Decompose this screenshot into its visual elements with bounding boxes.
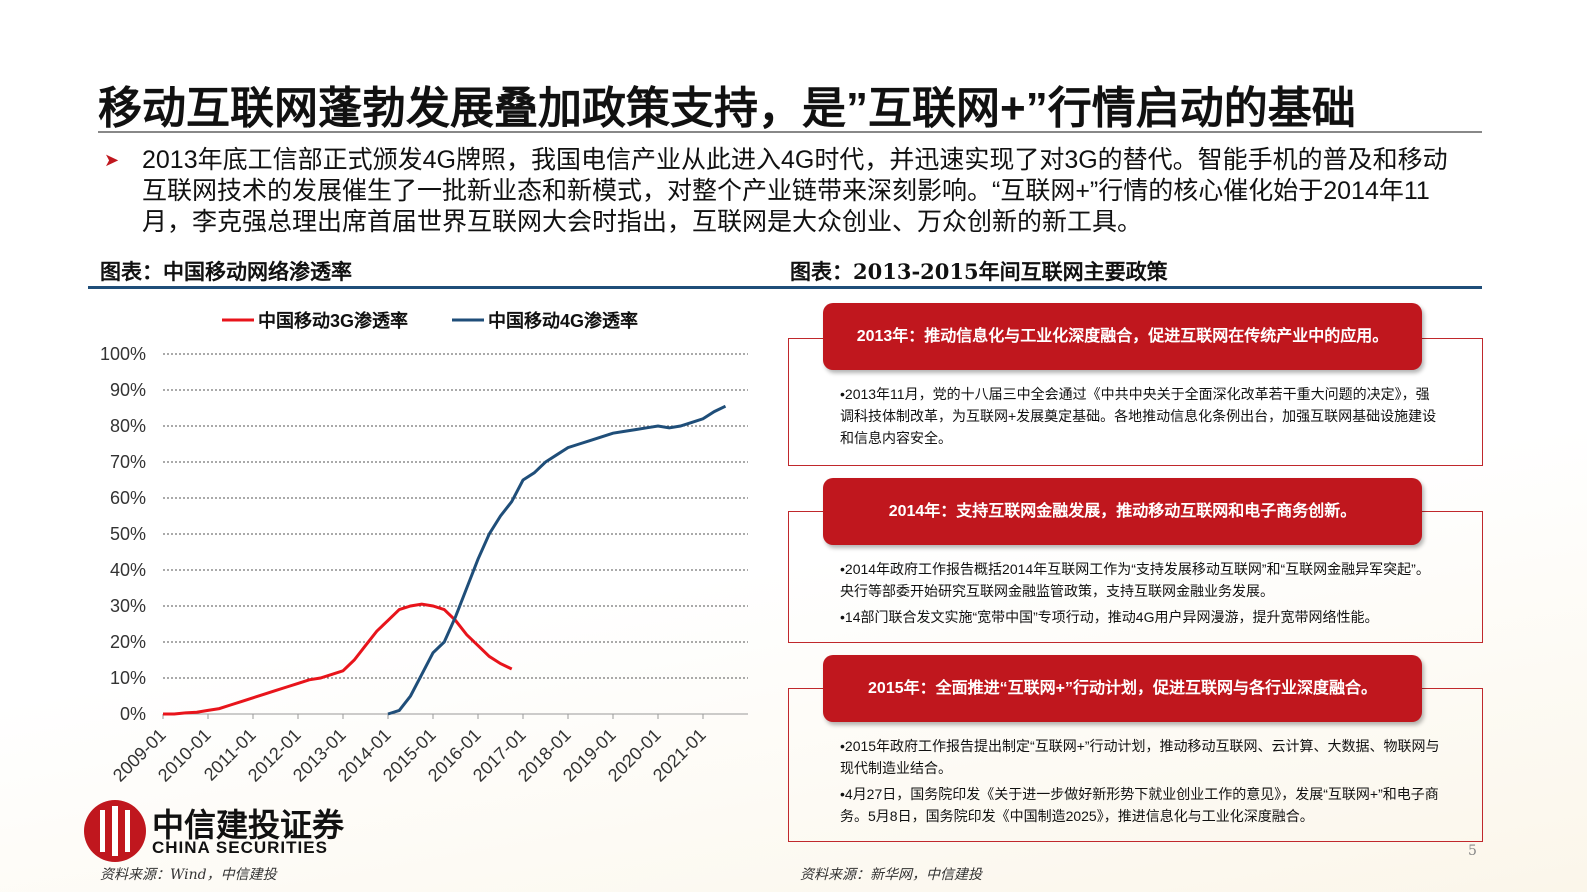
source: 资料来源：Wind，中信建投 xyxy=(100,867,277,883)
slide-title: 移动互联网蓬勃发展叠加政策支持，是”互联网+”行情启动的基础 xyxy=(98,84,1356,133)
bullet-icon: ➤ xyxy=(104,150,120,170)
rule xyxy=(98,131,1482,133)
rule xyxy=(88,286,1482,289)
caption: 图表：中国移动网络渗透率 xyxy=(100,259,352,284)
y-tick-label: 90% xyxy=(110,380,146,400)
policy-items: •2014年政府工作报告概括2014年互联网工作为“支持发展移动互联网”和“互联… xyxy=(840,558,1440,632)
source: 资料来源：新华网，中信建投 xyxy=(800,867,982,883)
policy-item: •2015年政府工作报告提出制定“互联网+”行动计划，推动移动互联网、云计算、大… xyxy=(840,738,1440,776)
logo-name-en: CHINA SECURITIES xyxy=(152,838,328,857)
policy-items: •2013年11月，党的十八届三中全会通过《中共中央关于全面深化改革若干重大问题… xyxy=(840,383,1440,453)
policy-item: •14部门联合发文实施“宽带中国”专项行动，推动4G用户异网漫游，提升宽带网络性… xyxy=(840,609,1379,625)
y-tick-label: 10% xyxy=(110,668,146,688)
policy-items: •2015年政府工作报告提出制定“互联网+”行动计划，推动移动互联网、云计算、大… xyxy=(840,735,1440,831)
y-tick-label: 70% xyxy=(110,452,146,472)
legend-label: 中国移动4G渗透率 xyxy=(488,310,638,331)
intro-text: 2013年底工信部正式颁发4G牌照，我国电信产业从此进入4G时代，并迅速实现了对… xyxy=(142,146,1448,236)
policy-title: 2014年：支持互联网金融发展，推动移动互联网和电子商务创新。 xyxy=(823,478,1422,545)
caption: 图表：2013-2015年间互联网主要政策 xyxy=(790,259,1168,284)
series-line xyxy=(387,404,727,716)
policy-item: •2014年政府工作报告概括2014年互联网工作为“支持发展移动互联网”和“互联… xyxy=(840,561,1430,599)
policy-title: 2015年：全面推进“互联网+”行动计划，促进互联网与各行业深度融合。 xyxy=(823,655,1422,722)
policy-item: •2013年11月，党的十八届三中全会通过《中共中央关于全面深化改革若干重大问题… xyxy=(840,386,1437,446)
y-tick-label: 20% xyxy=(110,632,146,652)
y-tick-label: 100% xyxy=(100,344,146,364)
legend-label: 中国移动3G渗透率 xyxy=(258,310,408,331)
y-tick-label: 0% xyxy=(120,704,146,724)
y-tick-label: 40% xyxy=(110,560,146,580)
page-number: 5 xyxy=(1468,843,1477,859)
y-tick-label: 80% xyxy=(110,416,146,436)
policy-item: •4月27日，国务院印发《关于进一步做好新形势下就业创业工作的意见》，发展“互联… xyxy=(840,786,1439,824)
y-tick-label: 30% xyxy=(110,596,146,616)
logo-name: 中信建投证券 xyxy=(152,806,345,844)
y-tick-label: 50% xyxy=(110,524,146,544)
series-line xyxy=(163,602,513,716)
y-tick-label: 60% xyxy=(110,488,146,508)
chart: 0%10%20%30%40%50%60%70%80%90%100%2009-01… xyxy=(100,310,748,786)
policy-title: 2013年：推动信息化与工业化深度融合，促进互联网在传统产业中的应用。 xyxy=(823,303,1422,370)
logo-mark xyxy=(84,800,146,862)
